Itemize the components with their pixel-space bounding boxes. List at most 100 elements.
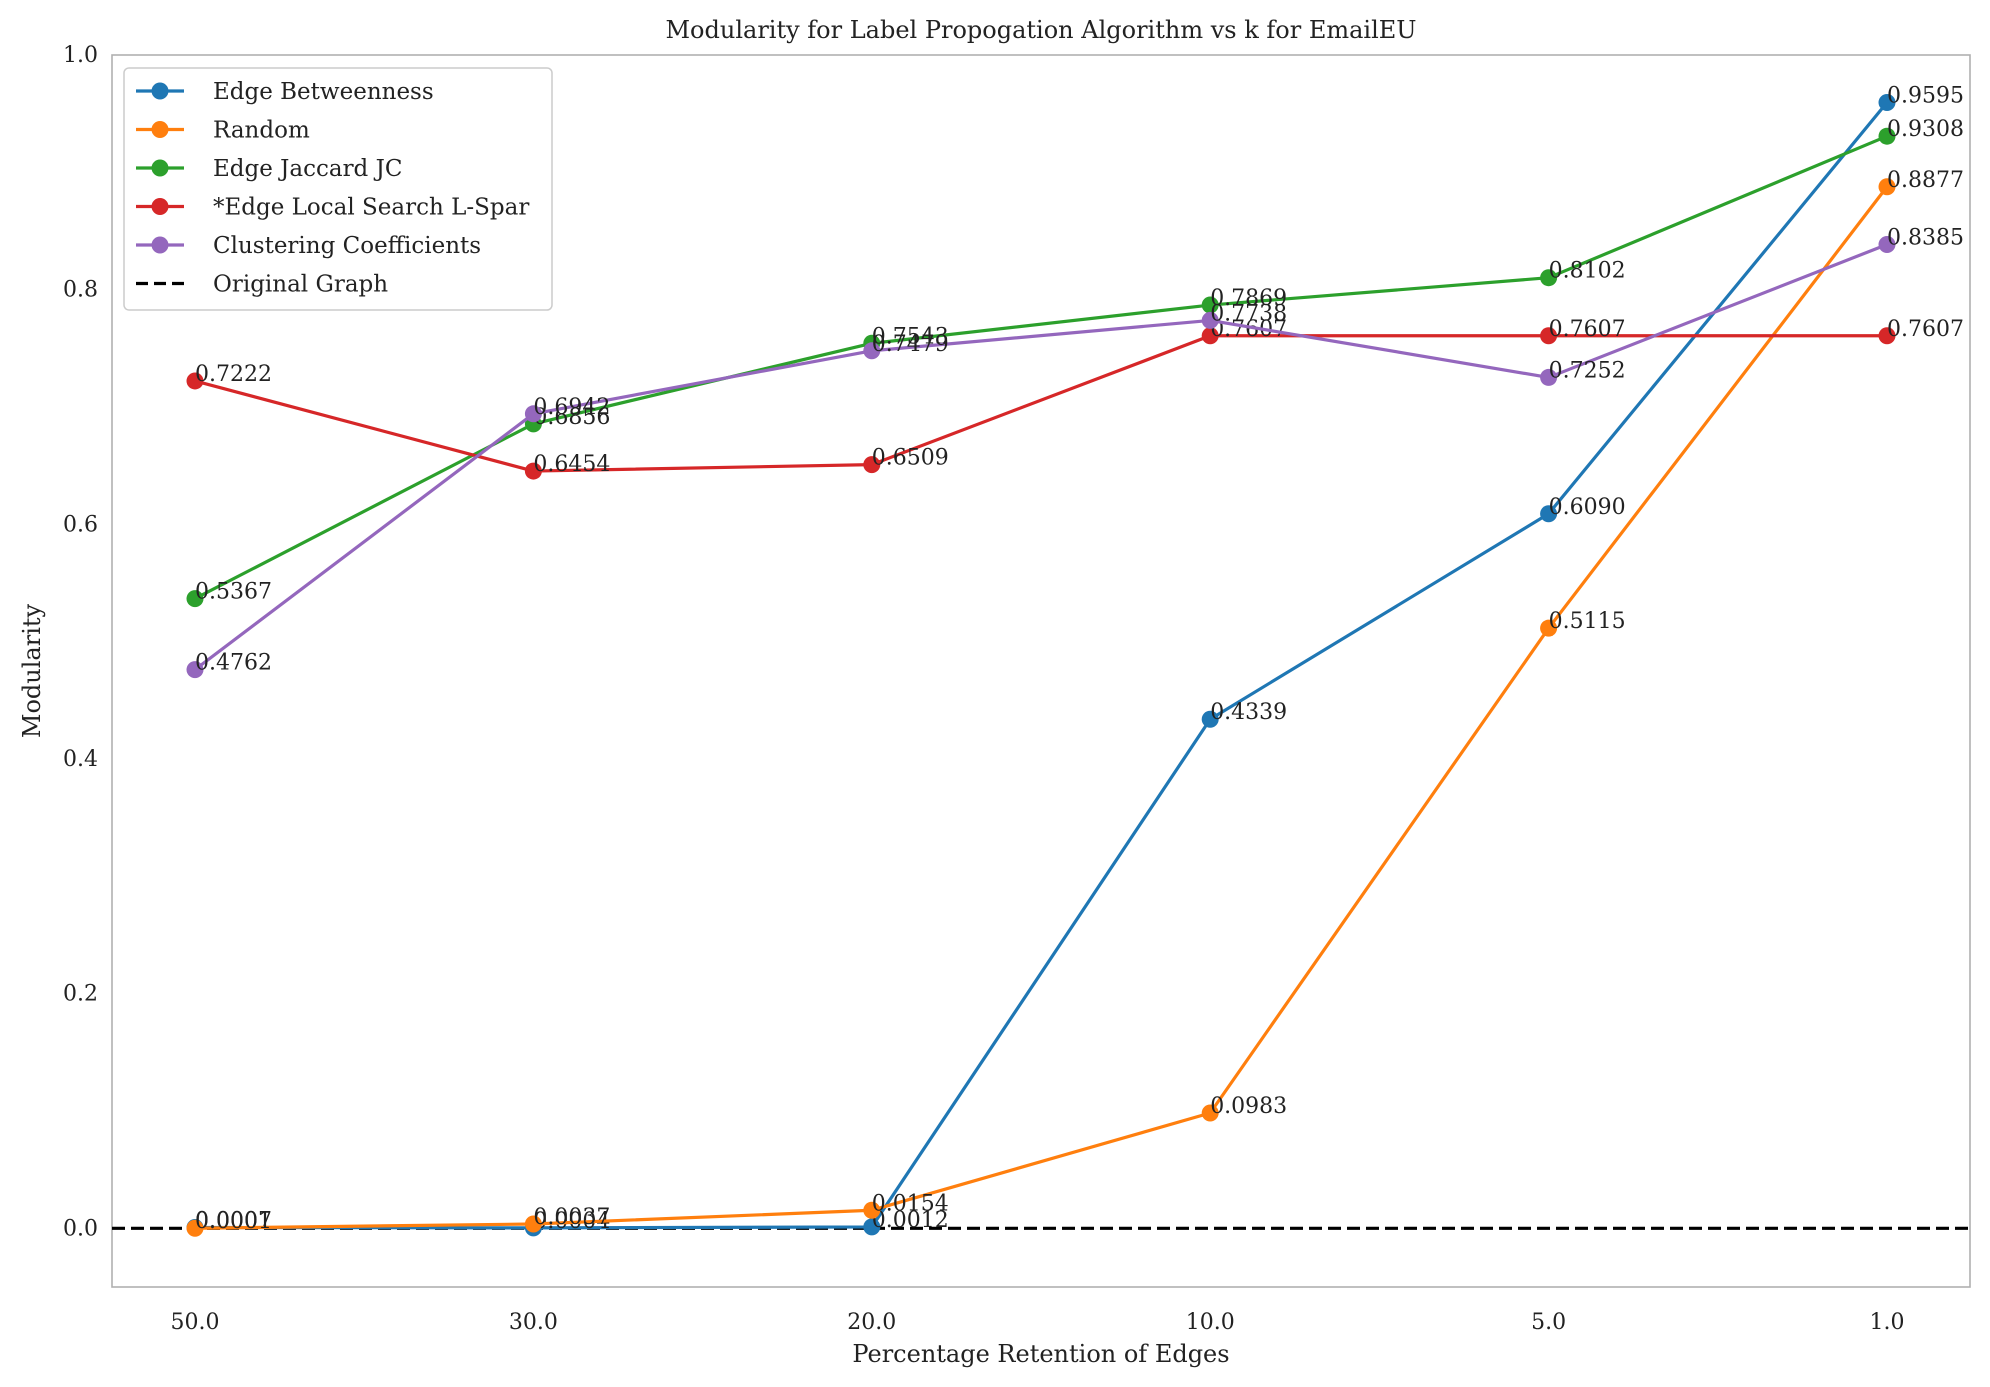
- series-layer: 0.0007 0.0004 0.00120.43390.60900.95950.00…: [186, 84, 1964, 1237]
- series-line: [194, 101, 1889, 1230]
- series-line: [194, 243, 1888, 671]
- data-label: 0.4339: [1210, 700, 1287, 725]
- data-point: [524, 405, 542, 423]
- data-point: [863, 1218, 881, 1236]
- legend-label: Original Graph: [213, 272, 388, 298]
- series-random: 0.0001 0.0037 0.0154 0.0983 0.5115 0.8877: [186, 168, 1964, 1237]
- data-label: 0.7479: [872, 332, 949, 357]
- legend-swatch-marker: [151, 159, 169, 177]
- data-label: 0.6942: [533, 395, 610, 420]
- legend-item-edge-betweenness: Edge Betweenness: [136, 79, 434, 105]
- data-label: 0.0037: [533, 1205, 610, 1230]
- data-point: [1540, 505, 1558, 523]
- y-tick-label: 0.4: [63, 747, 98, 772]
- data-point: [186, 661, 204, 679]
- data-point: [1878, 127, 1896, 145]
- legend-label: *Edge Local Search L-Spar: [213, 195, 529, 221]
- legend-swatch-marker: [151, 121, 169, 138]
- data-label: 0.6454: [533, 452, 610, 477]
- data-label: 0.7252: [1549, 358, 1626, 383]
- legend-item-random: Random: [136, 118, 310, 144]
- y-axis-title: Modularity: [18, 603, 46, 738]
- data-point: [1201, 327, 1219, 345]
- data-point: [863, 1201, 881, 1219]
- data-label: 0.0983: [1210, 1094, 1287, 1119]
- data-point: [1540, 269, 1558, 287]
- plot-frame: [111, 54, 1971, 1288]
- legend-swatch-marker: [151, 236, 169, 254]
- y-tick-label: 0.0: [63, 1216, 98, 1241]
- legend-label: Edge Jaccard JC: [213, 156, 402, 182]
- data-label: 0.7869: [1210, 286, 1287, 311]
- legend-item-clustering-coefficients: Clustering Coefficients: [136, 233, 481, 259]
- data-point: [1540, 327, 1558, 345]
- data-point: [1201, 1104, 1219, 1122]
- data-label: 0.9595: [1887, 84, 1964, 109]
- data-label: 0.4762: [195, 651, 272, 676]
- legend-label: Random: [213, 118, 310, 144]
- y-tick-label: 1.0: [63, 43, 98, 68]
- series-clustering-coefficients: 0.4762 0.6942 0.7479 0.7738 0.7252 0.8385: [186, 225, 1964, 679]
- data-label: 0.7738: [1210, 301, 1287, 326]
- data-label: 0.5115: [1549, 609, 1626, 634]
- legend-label: Edge Betweenness: [213, 79, 434, 105]
- data-point: [1201, 296, 1219, 314]
- data-label: 0.6856: [533, 405, 610, 430]
- y-axis-ticks: 0.0 0.2 0.4 0.6 0.8 1.0: [63, 43, 98, 1241]
- y-tick-label: 0.8: [63, 278, 98, 303]
- y-tick-label: 0.2: [63, 982, 98, 1007]
- data-point: [1540, 619, 1558, 637]
- data-label: 0.9308: [1887, 117, 1964, 142]
- x-tick-label: 50.0: [171, 1310, 220, 1335]
- data-point: [863, 342, 881, 360]
- data-label: 0.7222: [195, 362, 272, 387]
- series-line: [194, 134, 1888, 601]
- legend-swatch-marker: [151, 82, 169, 100]
- chart-title: Modularity for Label Propogation Algorit…: [665, 16, 1416, 44]
- data-label: 0.8385: [1887, 225, 1964, 250]
- legend-item-edge-local-search-l-spar: *Edge Local Search L-Spar: [136, 195, 529, 221]
- data-label: 0.0001: [195, 1209, 272, 1234]
- data-point: [524, 1215, 542, 1233]
- series-edge-local-search-l-spar: 0.7222 0.6454 0.6509 0.7607 0.7607 0.7607: [186, 317, 1964, 480]
- data-point: [186, 590, 204, 608]
- x-tick-label: 10.0: [1186, 1310, 1235, 1335]
- data-point: [1878, 94, 1896, 112]
- x-axis-ticks: 50.0 30.0 20.0 10.0 5.0 1.0: [171, 1310, 1905, 1335]
- data-label: 0.6090: [1549, 495, 1626, 520]
- data-label: 0.8877: [1887, 168, 1964, 193]
- x-tick-label: 1.0: [1870, 1310, 1905, 1335]
- y-tick-label: 0.6: [63, 512, 98, 537]
- data-label: 0.7607: [1210, 317, 1287, 342]
- data-label: 0.0012: [872, 1208, 949, 1233]
- data-point: [1540, 368, 1558, 386]
- legend-swatch-marker: [151, 198, 169, 215]
- data-point: [524, 462, 542, 480]
- data-point: [1878, 178, 1896, 196]
- series-line: [194, 334, 1887, 473]
- data-label: 0.5367: [195, 580, 272, 605]
- x-tick-label: 20.0: [847, 1310, 896, 1335]
- legend-box: [123, 67, 553, 311]
- legend-item-original-graph: Original Graph: [136, 272, 388, 298]
- data-label: 0.6509: [872, 446, 949, 471]
- data-point: [1878, 327, 1896, 345]
- data-label: 0.8102: [1549, 259, 1626, 284]
- data-point: [186, 1219, 204, 1237]
- x-tick-label: 5.0: [1531, 1310, 1566, 1335]
- x-axis-title: Percentage Retention of Edges: [852, 1340, 1229, 1368]
- data-point: [1201, 311, 1219, 329]
- legend-item-edge-jaccard-jc: Edge Jaccard JC: [136, 156, 402, 182]
- data-label: 0.7607: [1549, 317, 1626, 342]
- data-point: [1878, 235, 1896, 253]
- data-label: 0.0154: [872, 1191, 949, 1216]
- x-tick-label: 30.0: [509, 1310, 558, 1335]
- series-line: [194, 185, 1889, 1230]
- data-point: [863, 456, 881, 474]
- legend-label: Clustering Coefficients: [213, 233, 481, 259]
- legend: Edge Betweenness Random Edge Jaccard JC *Ed…: [123, 67, 553, 311]
- data-point: [186, 372, 204, 390]
- data-label: 0.7607: [1887, 317, 1964, 342]
